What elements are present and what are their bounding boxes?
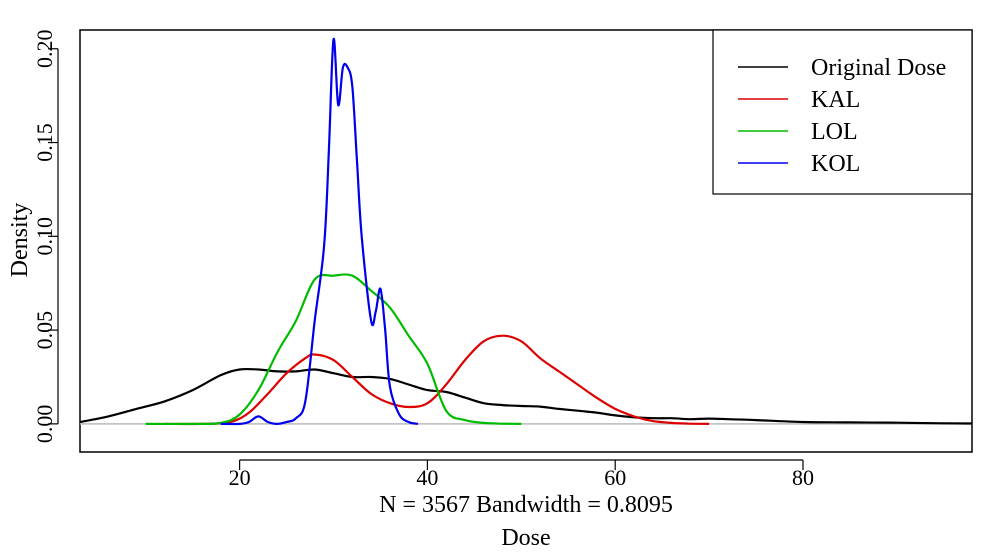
y-tick-label: 0.15 [32, 123, 57, 162]
legend-label-original-dose: Original Dose [811, 55, 946, 81]
series-line-kol [220, 38, 419, 426]
y-axis-title: Density [7, 203, 33, 278]
x-tick-label: 60 [604, 465, 626, 490]
x-axis: 20 40 60 80 [229, 459, 814, 490]
series-line-original-dose [79, 367, 973, 425]
legend-box [712, 29, 973, 195]
legend-label-kal: KAL [811, 87, 860, 113]
plot-frame [79, 29, 973, 453]
x-tick-label: 80 [792, 465, 814, 490]
x-axis-title: Dose [501, 525, 550, 551]
y-tick-label: 0.10 [32, 217, 57, 256]
series-line-kal [164, 334, 710, 426]
x-tick-label: 20 [229, 465, 251, 490]
legend: Original Dose KAL LOL KOL [712, 29, 973, 195]
legend-label-kol: KOL [811, 151, 860, 177]
legend-label-lol: LOL [811, 119, 858, 145]
y-tick-label: 0.20 [32, 30, 57, 69]
x-axis-subtitle: N = 3567 Bandwidth = 0.8095 [379, 492, 673, 518]
x-tick-label: 40 [416, 465, 438, 490]
y-tick-label: 0.00 [32, 405, 57, 444]
series-layer [79, 38, 973, 426]
y-axis: 0.00 0.05 0.10 0.15 0.20 [32, 30, 59, 444]
y-tick-label: 0.05 [32, 311, 57, 350]
series-line-lol [145, 273, 522, 426]
